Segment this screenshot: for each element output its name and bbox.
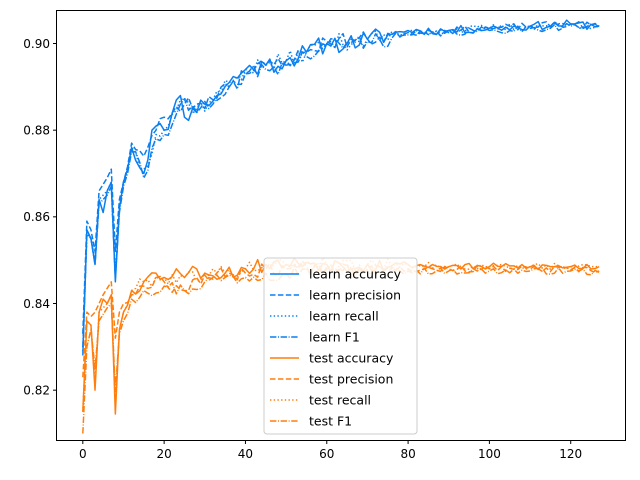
x-axis: 0 20 40 60 80 100 120 [79,440,582,461]
y-axis: 0.82 0.84 0.86 0.88 0.90 [23,37,57,397]
y-tick-label: 0.82 [23,383,50,397]
legend-label-learn-f1: learn F1 [309,330,360,345]
x-tick-label: 120 [559,447,582,461]
series-line-learn-recall [82,21,600,352]
legend-box [263,257,418,435]
y-tick-label: 0.90 [23,37,50,51]
legend: learn accuracy learn precision learn recal… [263,257,418,435]
series-line-learn-precision [82,20,600,334]
legend-label-test-recall: test recall [309,393,371,408]
legend-label-learn-recall: learn recall [309,309,379,324]
y-tick-label: 0.86 [23,210,50,224]
legend-label-test-accuracy: test accuracy [309,351,394,366]
x-tick-label: 100 [478,447,501,461]
y-tick-label: 0.88 [23,123,50,137]
legend-label-test-precision: test precision [309,372,393,387]
x-tick-label: 20 [156,447,171,461]
plot-frame [56,10,626,441]
x-tick-label: 60 [319,447,334,461]
series-line-learn-accuracy [82,19,600,356]
series-line-learn-f1 [82,22,600,347]
legend-label-learn-precision: learn precision [309,288,401,303]
legend-label-learn-accuracy: learn accuracy [309,267,402,282]
x-tick-label: 0 [79,447,87,461]
x-tick-label: 80 [400,447,415,461]
series-line-test-precision [82,260,600,378]
legend-label-test-f1: test F1 [309,414,352,429]
y-tick-label: 0.84 [23,297,50,311]
x-tick-label: 40 [238,447,253,461]
